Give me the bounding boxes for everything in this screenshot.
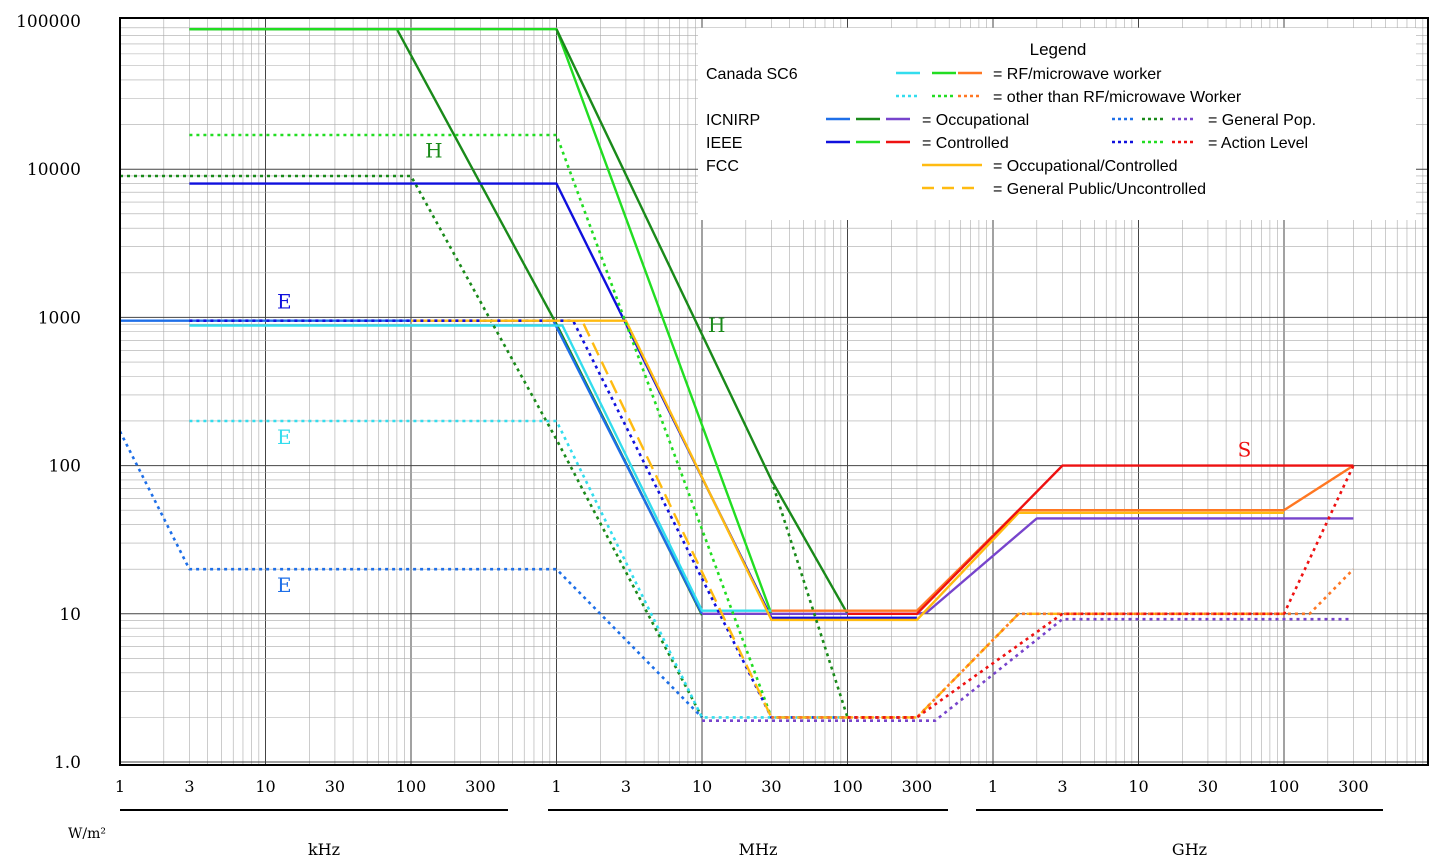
unit-group-label: GHz (1172, 840, 1207, 858)
x-tick-label: 100 (396, 777, 427, 796)
x-tick-label: 10 (1128, 777, 1148, 796)
x-tick-labels: 1 3 10 30 100 300 1 3 10 30 100 300 1 3 10 30 100 300 (115, 777, 1369, 796)
series-line-10 (847, 464, 1354, 615)
plot-frame (119, 17, 1429, 766)
legend-entry-label: = other than RF/microwave Worker (993, 89, 1242, 106)
x-tick-label: 300 (902, 777, 933, 796)
series-line-12 (120, 174, 704, 719)
y-tick-label: 100 (49, 457, 81, 477)
x-tick-label: 3 (1057, 777, 1067, 796)
y-tick-label: 10 (59, 605, 81, 625)
unit-group-label: kHz (308, 840, 340, 858)
legend-entry-label: = General Pop. (1208, 112, 1316, 129)
x-tick-label: 1 (115, 777, 125, 796)
legend-entry-label: = Occupational/Controlled (993, 158, 1178, 175)
legend-entry-label: = Occupational (922, 112, 1029, 129)
series-line-14 (189, 419, 848, 719)
x-tick-label: 30 (1198, 777, 1218, 796)
y-tick-label: 10000 (27, 160, 81, 180)
x-tick-label: 300 (1338, 777, 1369, 796)
legend-org-label: IEEE (706, 135, 742, 152)
annotations: H H E E E S (277, 138, 1251, 597)
unit-group-label: MHz (739, 840, 778, 858)
series-line-8 (411, 319, 1284, 622)
annotation-label: H (425, 138, 442, 162)
series-line-7 (702, 517, 1354, 615)
annotation-label: H (708, 313, 725, 337)
legend-entry-label: = RF/microwave worker (993, 66, 1162, 83)
legend: Legend Canada SC6 = RF/microwave worker = o… (698, 28, 1416, 220)
x-tick-label: 10 (255, 777, 275, 796)
series-line-4 (189, 182, 917, 619)
legend-box (698, 28, 1416, 220)
x-tick-label: 30 (325, 777, 345, 796)
annotation-label: E (277, 289, 292, 313)
y-tick-labels: 1.0 10 100 1000 10000 100000 (16, 12, 81, 773)
legend-entry-label: = Controlled (922, 135, 1009, 152)
x-tick-label: 3 (621, 777, 631, 796)
x-tick-label: 10 (692, 777, 712, 796)
series-line-16 (189, 319, 917, 719)
legend-title: Legend (1030, 40, 1087, 59)
annotation-label: S (1238, 438, 1252, 462)
series-line-17 (702, 617, 1350, 723)
x-tick-label: 1 (551, 777, 561, 796)
x-tick-label: 100 (832, 777, 863, 796)
legend-org-label: ICNIRP (706, 112, 760, 129)
series-line-6 (189, 324, 772, 612)
y-axis-unit-label: W/m² (68, 826, 106, 842)
annotation-label: E (277, 573, 292, 597)
x-tick-label: 1 (988, 777, 998, 796)
legend-org-label: FCC (706, 158, 739, 175)
series-line-15 (118, 430, 703, 719)
legend-entry-label: = Action Level (1208, 135, 1308, 152)
x-tick-label: 300 (465, 777, 496, 796)
unit-groups: kHz MHz GHz (120, 809, 1383, 858)
series-line-13 (770, 479, 849, 718)
series-layer (118, 28, 1355, 723)
legend-entry-label: = General Public/Uncontrolled (993, 181, 1206, 198)
series-line-19 (771, 568, 1355, 719)
x-tick-label: 3 (184, 777, 194, 796)
legend-org-label: Canada SC6 (706, 66, 798, 83)
x-tick-label: 30 (761, 777, 781, 796)
x-tick-label: 100 (1269, 777, 1300, 796)
y-tick-label: 1.0 (54, 753, 81, 773)
y-tick-label: 100000 (16, 12, 81, 32)
annotation-label: E (277, 425, 292, 449)
y-tick-label: 1000 (38, 308, 81, 328)
